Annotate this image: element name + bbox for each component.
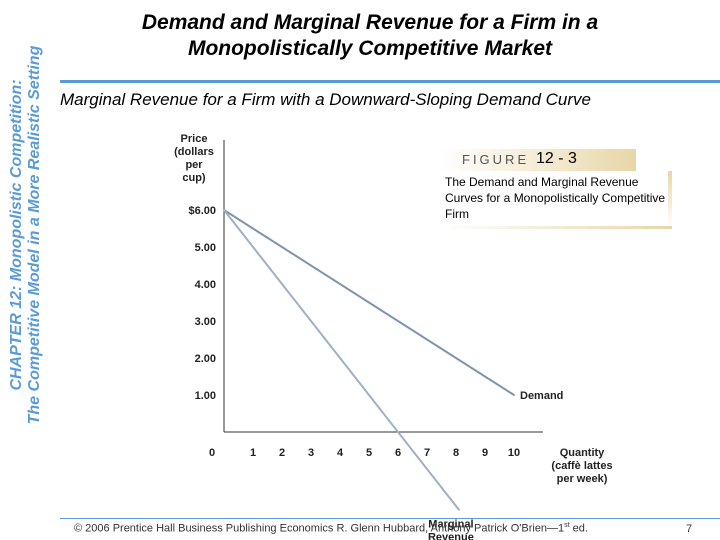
title-divider	[60, 80, 720, 83]
footer-credit: © 2006 Prentice Hall Business Publishing…	[74, 522, 588, 535]
slide-title-line2: Monopolistically Competitive Market	[187, 37, 553, 60]
x-tick-label: 6	[395, 447, 401, 459]
x-tick-label: 8	[453, 447, 459, 459]
footer-credit-sup: st	[564, 522, 570, 529]
footer-credit-text: © 2006 Prentice Hall Business Publishing…	[74, 522, 565, 535]
figure-box-edge-right	[668, 171, 672, 229]
figure-label: FIGURE	[462, 152, 530, 167]
slide-title: Demand and Marginal Revenue for a Firm i…	[90, 10, 650, 62]
page-number: 7	[686, 523, 693, 535]
y-tick-label: $6.00	[188, 205, 216, 217]
x-tick-label: 7	[424, 447, 430, 459]
x-tick-label: 3	[308, 447, 314, 459]
x-tick-label: 9	[482, 447, 488, 459]
x-tick-label: 2	[279, 447, 285, 459]
figure-caption-box: FIGURE 12 - 3 The Demand and Marginal Re…	[440, 149, 672, 229]
slide-subtitle: Marginal Revenue for a Firm with a Downw…	[60, 90, 592, 109]
footer-credit-edition: ed.	[569, 522, 588, 535]
figure-box-edge-bottom	[440, 226, 672, 229]
x-tick-label: 1	[250, 447, 256, 459]
series-label-marginal-revenue: Revenue	[428, 532, 474, 540]
y-tick-label: 4.00	[195, 279, 216, 291]
y-axis-title: per	[185, 159, 203, 171]
x-tick-label: 0	[209, 447, 215, 459]
y-axis-title: cup)	[182, 172, 206, 184]
figure-number: 12 - 3	[536, 150, 577, 167]
x-tick-label: 4	[337, 447, 344, 459]
x-tick-label: 5	[366, 447, 372, 459]
figure-tab: FIGURE 12 - 3	[440, 149, 636, 171]
x-axis-title: Quantity	[560, 447, 605, 459]
y-tick-label: 3.00	[195, 316, 216, 328]
series-label-demand: Demand	[520, 390, 563, 402]
y-tick-label: 5.00	[195, 242, 216, 254]
series-line-demand	[223, 209, 515, 396]
x-tick-label: 10	[508, 447, 520, 459]
y-axis-title: (dollars	[174, 146, 214, 158]
series-line-marginal-revenue	[223, 209, 460, 511]
slide-title-line1: Demand and Marginal Revenue for a Firm i…	[141, 11, 599, 34]
y-tick-label: 2.00	[195, 353, 216, 365]
y-tick-label: 1.00	[195, 390, 216, 402]
x-axis-title: per week)	[557, 473, 608, 485]
y-axis-title: Price	[181, 133, 208, 145]
series-label-marginal-revenue: Marginal	[428, 519, 473, 531]
x-axis-title: (caffè lattes	[551, 460, 612, 472]
footer-divider	[60, 518, 720, 519]
figure-caption: The Demand and Marginal Revenue Curves f…	[445, 175, 666, 221]
